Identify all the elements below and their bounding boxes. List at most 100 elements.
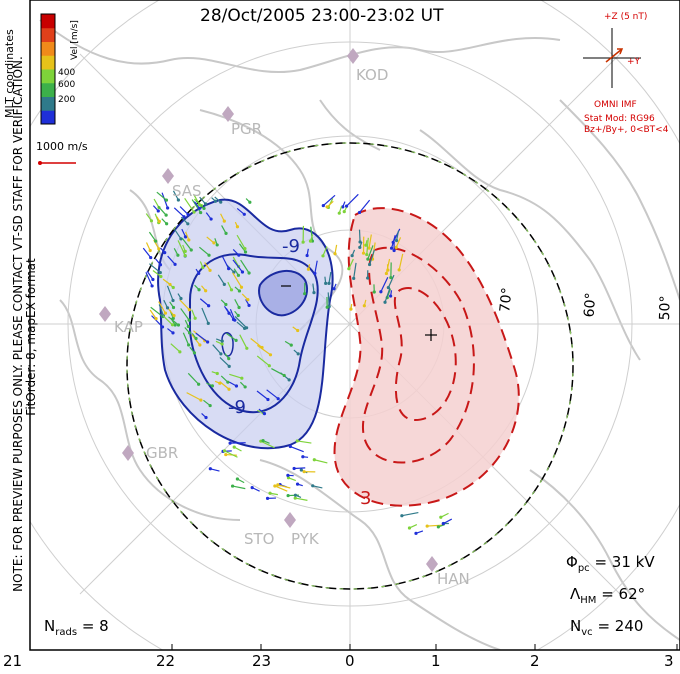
velocity-vector-origin: [243, 246, 247, 251]
velocity-vector-origin: [261, 438, 265, 443]
imf-z-label: +Z (5 nT): [604, 12, 648, 22]
scale-vector-dot: [38, 161, 42, 165]
velocity-vector-origin: [208, 403, 212, 408]
mlt-tick-22: 22: [156, 652, 176, 670]
velocity-vector-origin: [186, 222, 190, 226]
velocity-vector-origin: [245, 346, 249, 350]
velocity-vector-origin: [267, 364, 271, 368]
velocity-vector-origin: [295, 439, 299, 443]
velocity-vector-origin: [240, 376, 244, 380]
velocity-vector: [225, 453, 237, 456]
velocity-vector-origin: [350, 254, 354, 258]
contour-label-neg2: -9: [228, 397, 246, 418]
velocity-vector: [161, 192, 169, 209]
velocity-vector-origin: [208, 467, 212, 471]
velocity-vector-origin: [163, 251, 167, 255]
velocity-vector-origin: [273, 484, 277, 488]
velocity-vector-origin: [187, 343, 191, 347]
velocity-vector: [219, 356, 230, 367]
velocity-vectors: [142, 190, 453, 535]
velocity-vector-origin: [332, 287, 336, 291]
velocity-vector-origin: [201, 265, 205, 270]
velocity-vector: [322, 246, 328, 257]
velocity-vector-origin: [286, 476, 291, 480]
velocity-vector: [348, 258, 354, 269]
velocity-vector-origin: [266, 397, 270, 402]
velocity-vector-origin: [171, 331, 175, 335]
velocity-vector-origin: [308, 239, 313, 243]
velocity-vector-origin: [302, 470, 306, 474]
velocity-vector-origin: [165, 306, 170, 310]
velocity-vector-origin: [325, 305, 329, 309]
velocity-vector-origin: [276, 397, 280, 401]
velocity-vector-origin: [207, 253, 211, 257]
velocity-vector-origin: [342, 210, 346, 214]
velocity-vector-origin: [357, 210, 362, 215]
velocity-vector: [346, 193, 359, 207]
velocity-vector-origin: [171, 285, 175, 290]
velocity-vector-origin: [187, 318, 191, 322]
velocity-vector: [226, 332, 237, 341]
station-sas: SAS: [172, 182, 202, 200]
velocity-vector-origin: [157, 219, 161, 223]
velocity-vector-origin: [229, 288, 234, 292]
velocity-vector: [199, 298, 210, 307]
velocity-vector-origin: [148, 248, 152, 253]
velocity-vector-origin: [248, 200, 252, 204]
colorbar-band: [41, 69, 55, 84]
velocity-vector-origin: [215, 371, 219, 376]
latitude-label-60: 60°: [581, 292, 600, 318]
velocity-vector-origin: [236, 273, 241, 277]
mlt-axis-ticks: [29, 644, 678, 650]
velocity-vector-origin: [227, 357, 231, 361]
velocity-vector-origin: [166, 206, 170, 210]
velocity-vector: [149, 263, 161, 274]
velocity-vector-origin: [164, 213, 168, 217]
velocity-vector-origin: [218, 381, 222, 385]
velocity-vector-origin: [215, 243, 219, 247]
velocity-vector-origin: [224, 452, 228, 457]
velocity-vector: [148, 231, 157, 242]
velocity-vector: [222, 256, 230, 269]
velocity-vector-origin: [187, 331, 192, 335]
preview-note: NOTE: FOR PREVIEW PURPOSES ONLY. PLEASE …: [11, 56, 25, 592]
velocity-vector-origin: [176, 323, 181, 327]
velocity-vector-origin: [247, 303, 251, 308]
velocity-vector: [212, 344, 222, 355]
velocity-vector: [146, 270, 154, 280]
velocity-vector-origin: [227, 387, 231, 391]
velocity-vector-origin: [202, 206, 206, 211]
velocity-vector: [177, 240, 186, 256]
velocity-vector: [367, 245, 374, 260]
stat-bins: Bz+/By+, 0<BT<4: [584, 125, 669, 135]
velocity-vector-origin: [397, 268, 401, 272]
imf-dial: [583, 28, 641, 88]
velocity-vector-origin: [187, 238, 191, 242]
velocity-vector-origin: [287, 378, 291, 382]
mlt-tick-0: 0: [345, 652, 355, 670]
velocity-vector: [232, 259, 243, 273]
stat-model: Stat Mod: RG96: [584, 114, 655, 124]
velocity-vector: [385, 258, 391, 274]
velocity-vector-origin: [286, 473, 290, 477]
velocity-vector-origin: [379, 290, 383, 294]
velocity-vector-origin: [212, 241, 216, 245]
velocity-vector-origin: [282, 373, 286, 378]
velocity-vector: [322, 194, 336, 207]
velocity-vector-origin: [203, 202, 208, 206]
velocity-vector: [327, 198, 334, 208]
velocity-vector-origin: [372, 290, 376, 294]
velocity-vector-origin: [306, 267, 311, 271]
velocity-vector: [380, 277, 389, 293]
velocity-vector: [232, 256, 240, 267]
velocity-vector: [195, 332, 208, 343]
velocity-vector-origin: [227, 267, 231, 271]
velocity-vector: [174, 229, 182, 240]
velocity-vector: [427, 524, 444, 527]
velocity-vector-origin: [224, 231, 228, 236]
velocity-vector: [260, 440, 275, 449]
velocity-vector: [239, 334, 248, 349]
velocity-vector-origin: [392, 248, 396, 253]
velocity-vector-origin: [207, 304, 211, 308]
station-markers: [99, 48, 438, 572]
